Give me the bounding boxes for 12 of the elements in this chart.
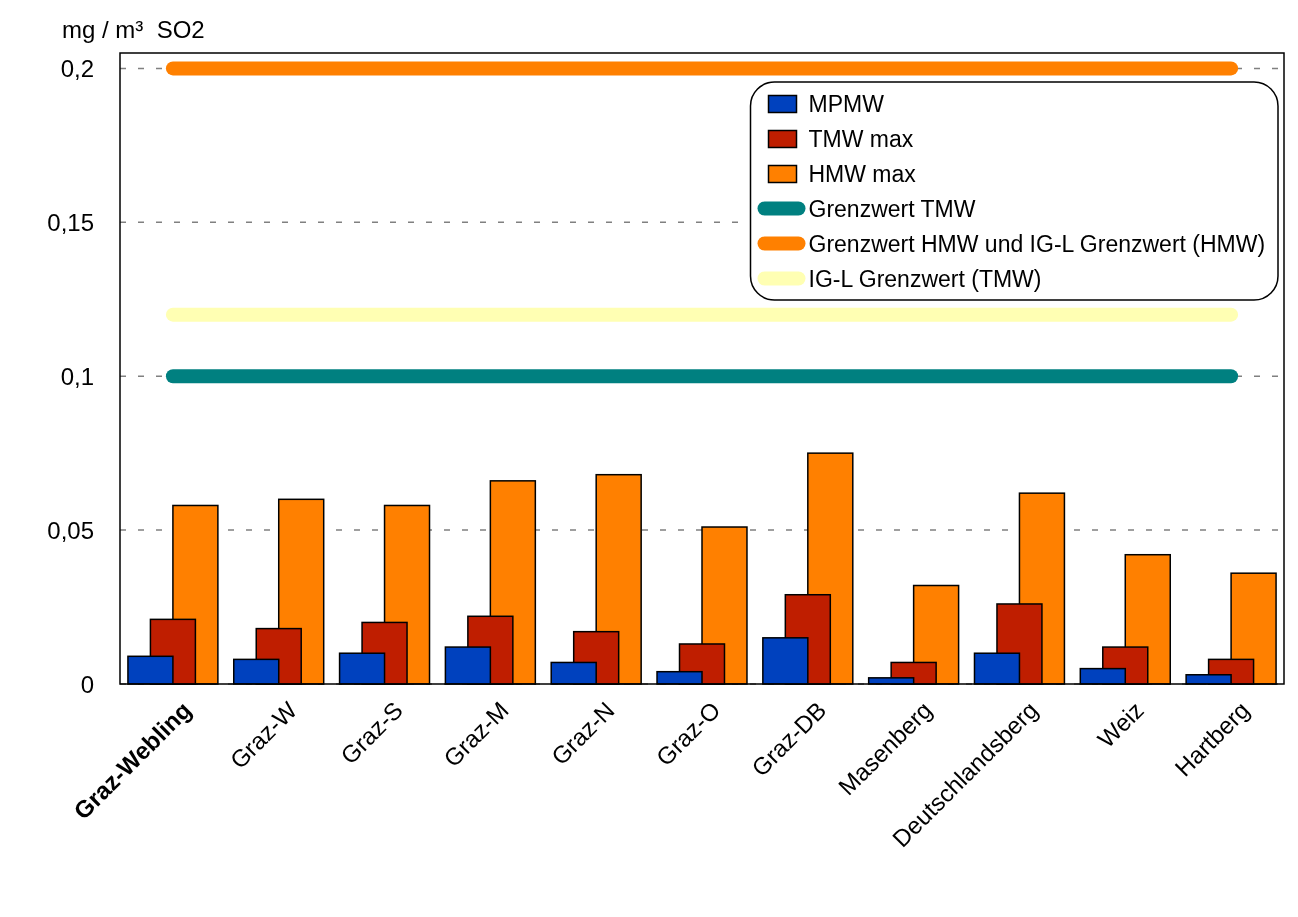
legend-label: MPMW [808, 90, 885, 117]
legend-label: Grenzwert HMW und IG-L Grenzwert (HMW) [808, 230, 1266, 257]
legend-label: TMW max [808, 125, 914, 152]
y-tick-label: 0,15 [47, 208, 94, 236]
y-tick-label: 0 [80, 670, 94, 698]
y-tick-label: 0,2 [60, 55, 94, 83]
legend-label: IG-L Grenzwert (TMW) [808, 265, 1042, 292]
legend-label: HMW max [808, 160, 917, 187]
legend-label: Grenzwert TMW [808, 195, 976, 222]
y-axis-title: mg / m³ SO2 [62, 16, 205, 43]
y-tick-label: 0,1 [60, 362, 94, 390]
y-tick-label: 0,05 [47, 516, 94, 544]
